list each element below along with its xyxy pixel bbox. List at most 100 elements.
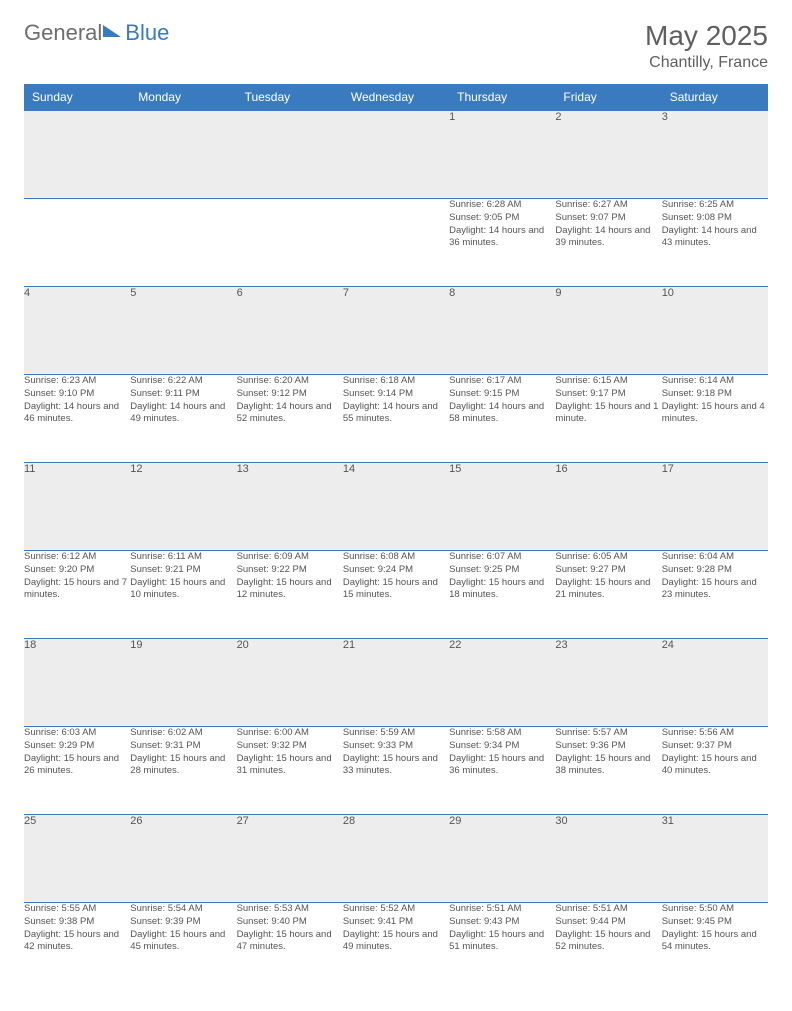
day-detail-line: Sunrise: 6:14 AM — [662, 375, 768, 388]
day-detail-line: Daylight: 15 hours and 54 minutes. — [662, 929, 768, 955]
day-detail-line: Sunset: 9:17 PM — [555, 388, 661, 401]
brand-logo: General Blue — [24, 20, 169, 46]
day-number-row: 123 — [24, 111, 768, 199]
day-detail-line: Daylight: 15 hours and 47 minutes. — [237, 929, 343, 955]
day-detail-line: Sunset: 9:32 PM — [237, 740, 343, 753]
day-detail-line: Sunset: 9:41 PM — [343, 916, 449, 929]
day-detail-line: Sunset: 9:36 PM — [555, 740, 661, 753]
day-number-cell: 31 — [662, 815, 768, 903]
day-detail-line: Sunrise: 5:50 AM — [662, 903, 768, 916]
day-detail-row: Sunrise: 6:28 AMSunset: 9:05 PMDaylight:… — [24, 199, 768, 287]
day-detail-cell: Sunrise: 6:27 AMSunset: 9:07 PMDaylight:… — [555, 199, 661, 287]
day-number-cell: 27 — [237, 815, 343, 903]
page-header: General Blue May 2025 Chantilly, France — [24, 20, 768, 72]
day-detail-line: Sunset: 9:45 PM — [662, 916, 768, 929]
weekday-header: Saturday — [662, 84, 768, 111]
day-detail-cell: Sunrise: 5:57 AMSunset: 9:36 PMDaylight:… — [555, 727, 661, 815]
day-detail-line: Sunrise: 6:20 AM — [237, 375, 343, 388]
day-detail-line: Sunrise: 5:59 AM — [343, 727, 449, 740]
weekday-header: Friday — [555, 84, 661, 111]
day-detail-line: Sunset: 9:10 PM — [24, 388, 130, 401]
day-detail-line: Daylight: 15 hours and 40 minutes. — [662, 753, 768, 779]
day-number-cell: 30 — [555, 815, 661, 903]
day-number-cell: 13 — [237, 463, 343, 551]
day-detail-line: Sunset: 9:31 PM — [130, 740, 236, 753]
day-number-cell: 14 — [343, 463, 449, 551]
calendar-table: Sunday Monday Tuesday Wednesday Thursday… — [24, 84, 768, 991]
day-detail-cell: Sunrise: 5:59 AMSunset: 9:33 PMDaylight:… — [343, 727, 449, 815]
day-detail-line: Sunrise: 6:08 AM — [343, 551, 449, 564]
day-detail-line: Sunset: 9:40 PM — [237, 916, 343, 929]
day-detail-cell: Sunrise: 6:23 AMSunset: 9:10 PMDaylight:… — [24, 375, 130, 463]
day-number-cell: 26 — [130, 815, 236, 903]
day-number-cell: 23 — [555, 639, 661, 727]
day-detail-cell: Sunrise: 5:55 AMSunset: 9:38 PMDaylight:… — [24, 903, 130, 991]
day-detail-line: Sunrise: 6:22 AM — [130, 375, 236, 388]
day-detail-line: Sunset: 9:43 PM — [449, 916, 555, 929]
day-detail-line: Daylight: 14 hours and 39 minutes. — [555, 225, 661, 251]
day-detail-line: Daylight: 15 hours and 4 minutes. — [662, 401, 768, 427]
day-number-cell: 20 — [237, 639, 343, 727]
day-detail-line: Sunset: 9:25 PM — [449, 564, 555, 577]
day-number-cell: 29 — [449, 815, 555, 903]
day-number-cell — [130, 111, 236, 199]
day-detail-line: Sunset: 9:37 PM — [662, 740, 768, 753]
day-detail-cell — [237, 199, 343, 287]
day-detail-cell: Sunrise: 5:54 AMSunset: 9:39 PMDaylight:… — [130, 903, 236, 991]
day-number-cell: 3 — [662, 111, 768, 199]
day-detail-line: Sunset: 9:33 PM — [343, 740, 449, 753]
day-detail-row: Sunrise: 6:12 AMSunset: 9:20 PMDaylight:… — [24, 551, 768, 639]
day-detail-line: Daylight: 14 hours and 43 minutes. — [662, 225, 768, 251]
day-number-cell: 22 — [449, 639, 555, 727]
day-detail-line: Sunrise: 6:00 AM — [237, 727, 343, 740]
day-detail-cell: Sunrise: 6:08 AMSunset: 9:24 PMDaylight:… — [343, 551, 449, 639]
day-detail-line: Sunset: 9:11 PM — [130, 388, 236, 401]
day-detail-line: Sunrise: 5:53 AM — [237, 903, 343, 916]
day-detail-cell: Sunrise: 6:14 AMSunset: 9:18 PMDaylight:… — [662, 375, 768, 463]
day-number-cell: 16 — [555, 463, 661, 551]
day-detail-line: Sunrise: 6:04 AM — [662, 551, 768, 564]
day-detail-cell: Sunrise: 6:07 AMSunset: 9:25 PMDaylight:… — [449, 551, 555, 639]
day-detail-cell: Sunrise: 5:53 AMSunset: 9:40 PMDaylight:… — [237, 903, 343, 991]
logo-text-right: Blue — [125, 20, 169, 46]
day-detail-line: Sunrise: 6:03 AM — [24, 727, 130, 740]
day-detail-line: Sunrise: 6:25 AM — [662, 199, 768, 212]
day-detail-line: Sunrise: 6:15 AM — [555, 375, 661, 388]
day-detail-line: Daylight: 15 hours and 33 minutes. — [343, 753, 449, 779]
weekday-header-row: Sunday Monday Tuesday Wednesday Thursday… — [24, 84, 768, 111]
day-detail-line: Sunrise: 6:05 AM — [555, 551, 661, 564]
day-detail-line: Sunrise: 6:28 AM — [449, 199, 555, 212]
day-number-cell: 25 — [24, 815, 130, 903]
day-detail-cell: Sunrise: 6:17 AMSunset: 9:15 PMDaylight:… — [449, 375, 555, 463]
day-detail-line: Daylight: 14 hours and 36 minutes. — [449, 225, 555, 251]
day-number-cell: 17 — [662, 463, 768, 551]
day-detail-cell: Sunrise: 5:56 AMSunset: 9:37 PMDaylight:… — [662, 727, 768, 815]
day-detail-line: Sunrise: 5:58 AM — [449, 727, 555, 740]
day-detail-cell: Sunrise: 5:51 AMSunset: 9:43 PMDaylight:… — [449, 903, 555, 991]
day-number-cell: 19 — [130, 639, 236, 727]
day-detail-line: Sunset: 9:29 PM — [24, 740, 130, 753]
day-detail-cell: Sunrise: 6:15 AMSunset: 9:17 PMDaylight:… — [555, 375, 661, 463]
day-detail-line: Sunset: 9:27 PM — [555, 564, 661, 577]
day-detail-cell: Sunrise: 6:02 AMSunset: 9:31 PMDaylight:… — [130, 727, 236, 815]
day-number-cell — [24, 111, 130, 199]
day-number-cell: 1 — [449, 111, 555, 199]
day-number-cell: 4 — [24, 287, 130, 375]
logo-text-left: General — [24, 20, 102, 46]
day-detail-cell: Sunrise: 5:51 AMSunset: 9:44 PMDaylight:… — [555, 903, 661, 991]
title-location: Chantilly, France — [645, 54, 768, 72]
day-number-row: 11121314151617 — [24, 463, 768, 551]
weekday-header: Tuesday — [237, 84, 343, 111]
day-number-cell: 10 — [662, 287, 768, 375]
day-detail-line: Sunrise: 5:51 AM — [449, 903, 555, 916]
day-detail-cell: Sunrise: 6:04 AMSunset: 9:28 PMDaylight:… — [662, 551, 768, 639]
day-number-row: 18192021222324 — [24, 639, 768, 727]
day-detail-line: Sunset: 9:08 PM — [662, 212, 768, 225]
day-detail-row: Sunrise: 5:55 AMSunset: 9:38 PMDaylight:… — [24, 903, 768, 991]
day-detail-cell: Sunrise: 6:12 AMSunset: 9:20 PMDaylight:… — [24, 551, 130, 639]
day-number-cell: 21 — [343, 639, 449, 727]
day-detail-line: Daylight: 15 hours and 23 minutes. — [662, 577, 768, 603]
day-detail-cell — [130, 199, 236, 287]
day-number-cell: 9 — [555, 287, 661, 375]
day-detail-line: Daylight: 15 hours and 21 minutes. — [555, 577, 661, 603]
